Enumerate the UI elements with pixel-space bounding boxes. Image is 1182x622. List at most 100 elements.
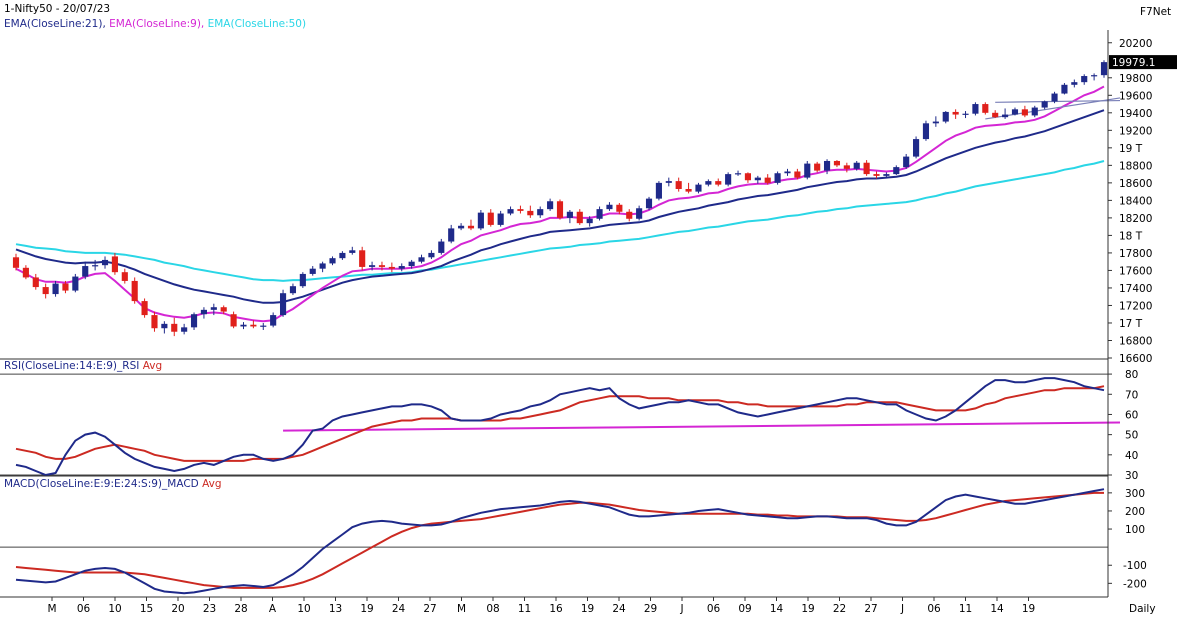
candle-body <box>1061 84 1068 94</box>
ema21-line <box>15 109 1105 304</box>
candle-body <box>250 324 257 327</box>
candle-body <box>843 165 850 169</box>
rsi-panel <box>0 373 1121 477</box>
x-tick-label: 20 <box>171 603 184 615</box>
rsi-y-tick-label: 80 <box>1125 369 1138 381</box>
candle-body <box>329 258 336 264</box>
candle-body <box>606 204 613 210</box>
candle-body <box>962 113 969 115</box>
candle-body <box>952 111 959 115</box>
x-tick-label: 14 <box>990 603 1004 615</box>
rsi-y-tick-label: 30 <box>1125 470 1138 482</box>
price-y-tick-label: 17600 <box>1119 265 1152 277</box>
candle-body <box>82 266 89 277</box>
price-y-tick-label: 19800 <box>1119 73 1152 85</box>
x-tick-label: M <box>457 603 466 615</box>
candle-body <box>527 210 534 216</box>
legend-ema21: EMA(CloseLine:21) <box>4 18 103 30</box>
candle-body <box>922 123 930 140</box>
candle-body <box>339 252 346 259</box>
price-y-tick-label: 16800 <box>1119 335 1152 347</box>
x-tick-label: 19 <box>1022 603 1035 615</box>
timeframe-label: Daily <box>1129 603 1156 615</box>
candle-body <box>1041 101 1048 108</box>
candle-body <box>675 181 682 189</box>
candle-body <box>794 171 801 178</box>
candle-body <box>774 173 781 183</box>
candle-body <box>141 301 148 316</box>
x-tick-label: 09 <box>738 603 751 615</box>
candle-body <box>833 160 841 166</box>
x-tick-label: 08 <box>486 603 499 615</box>
candle-body <box>32 277 39 288</box>
candle-body <box>903 156 910 168</box>
candle-body <box>507 209 514 214</box>
candle-body <box>754 177 761 181</box>
candle-body <box>645 198 653 209</box>
candle-body <box>734 173 742 175</box>
x-tick-label: 27 <box>864 603 877 615</box>
candle-body <box>448 228 455 242</box>
candle-body <box>349 250 356 253</box>
candle-body <box>626 211 633 219</box>
candle-body <box>537 209 544 216</box>
candle-body <box>111 256 118 273</box>
candle-body <box>121 272 128 281</box>
candle-body <box>1002 114 1009 118</box>
candle-body <box>814 163 821 171</box>
legend-sep-1: , <box>102 18 110 30</box>
rsi-line <box>15 377 1105 477</box>
candle-body <box>705 181 712 185</box>
candle-body <box>12 257 20 268</box>
candle-body <box>52 283 59 295</box>
x-tick-label: 19 <box>581 603 594 615</box>
x-tick-label: 10 <box>297 603 310 615</box>
candle-body <box>438 241 445 253</box>
macd-y-tick-label: 100 <box>1125 524 1145 536</box>
candle-body <box>101 259 109 266</box>
candle-body <box>72 276 79 291</box>
macd-y-tick-label: -100 <box>1123 560 1147 572</box>
candle-body <box>804 163 811 178</box>
candle-body <box>42 287 49 295</box>
candle-body <box>428 252 435 258</box>
candle-body <box>408 261 415 267</box>
x-tick-label: 13 <box>329 603 342 615</box>
candle-body <box>418 257 425 262</box>
candle-body <box>279 293 287 316</box>
candle-body <box>359 250 366 267</box>
x-tick-label: 06 <box>707 603 721 615</box>
candle-body <box>823 160 831 171</box>
candle-body <box>171 323 178 332</box>
candle-body <box>467 225 475 229</box>
candle-body <box>458 225 465 229</box>
candle-body <box>942 111 949 122</box>
price-panel <box>12 60 1121 337</box>
macd-panel <box>0 488 1108 595</box>
candle-body <box>240 324 247 327</box>
ema50-line <box>15 160 1105 282</box>
x-tick-label: M <box>47 603 56 615</box>
candle-body <box>151 315 158 329</box>
candle-body <box>22 267 29 278</box>
macd-y-tick-label: -200 <box>1123 578 1147 590</box>
x-tick-label: 15 <box>140 603 153 615</box>
candle-body <box>517 209 524 211</box>
candle-body <box>200 309 207 315</box>
chart-title: 1-Nifty50 - 20/07/23 <box>4 3 111 15</box>
price-y-tick-label: 17200 <box>1119 300 1152 312</box>
candle-body <box>62 283 69 291</box>
candle-body <box>190 314 198 328</box>
candle-body <box>369 265 376 267</box>
x-tick-label: 16 <box>549 603 563 615</box>
candle-body <box>873 174 880 176</box>
candle-body <box>1100 62 1108 76</box>
candle-body <box>547 201 554 210</box>
candle-body <box>260 325 267 327</box>
candle-body <box>655 182 662 199</box>
brand-label: F7Net <box>1140 6 1172 18</box>
price-y-tick-label: 18 T <box>1119 230 1143 242</box>
price-y-tick-label: 16600 <box>1119 353 1152 365</box>
rsi-title-text: RSI(CloseLine:14:E:9)_RSI <box>4 360 140 372</box>
